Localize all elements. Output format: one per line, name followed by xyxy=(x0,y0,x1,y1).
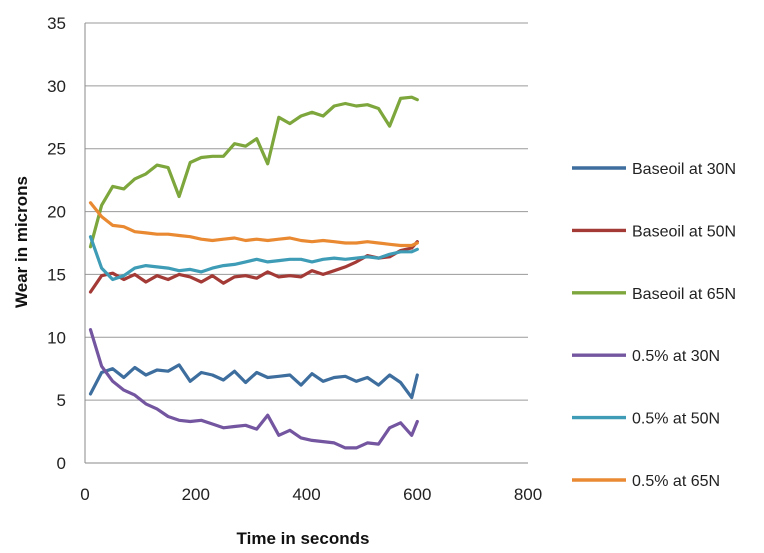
series-line-6 xyxy=(88,201,419,248)
y-tick-labels: 0 5 10 15 20 25 30 35 xyxy=(47,14,66,473)
legend-label-5: 0.5% at 50N xyxy=(632,411,720,428)
y-tick-label: 35 xyxy=(47,14,66,33)
legend-label-6: 0.5% at 65N xyxy=(632,473,720,490)
legend-label-3: Baseoil at 65N xyxy=(632,286,736,303)
legend-label-4: 0.5% at 30N xyxy=(632,348,720,365)
y-tick-label: 0 xyxy=(57,454,66,473)
x-tick-label: 400 xyxy=(292,485,320,504)
x-tick-labels: 0 200 400 600 800 xyxy=(80,485,542,504)
y-axis-title: Wear in microns xyxy=(12,176,31,308)
x-axis-title: Time in seconds xyxy=(237,529,370,548)
series-lines xyxy=(88,95,419,450)
series-line-4 xyxy=(88,328,419,450)
y-tick-label: 10 xyxy=(47,328,66,347)
legend: Baseoil at 30N Baseoil at 50N Baseoil at 6… xyxy=(572,161,736,490)
x-tick-label: 200 xyxy=(182,485,210,504)
gridlines xyxy=(85,22,528,401)
x-tick-label: 0 xyxy=(80,485,89,504)
series-line-5 xyxy=(88,235,419,282)
y-tick-label: 15 xyxy=(47,265,66,284)
legend-label-2: Baseoil at 50N xyxy=(632,223,736,240)
y-tick-label: 20 xyxy=(47,203,66,222)
series-line-1 xyxy=(88,363,419,400)
x-tick-label: 600 xyxy=(403,485,431,504)
y-tick-label: 25 xyxy=(47,140,66,159)
y-tick-label: 30 xyxy=(47,77,66,96)
axes xyxy=(84,23,528,464)
legend-label-1: Baseoil at 30N xyxy=(632,161,736,178)
x-tick-label: 800 xyxy=(514,485,542,504)
series-line-3 xyxy=(88,95,419,249)
y-tick-label: 5 xyxy=(57,391,66,410)
